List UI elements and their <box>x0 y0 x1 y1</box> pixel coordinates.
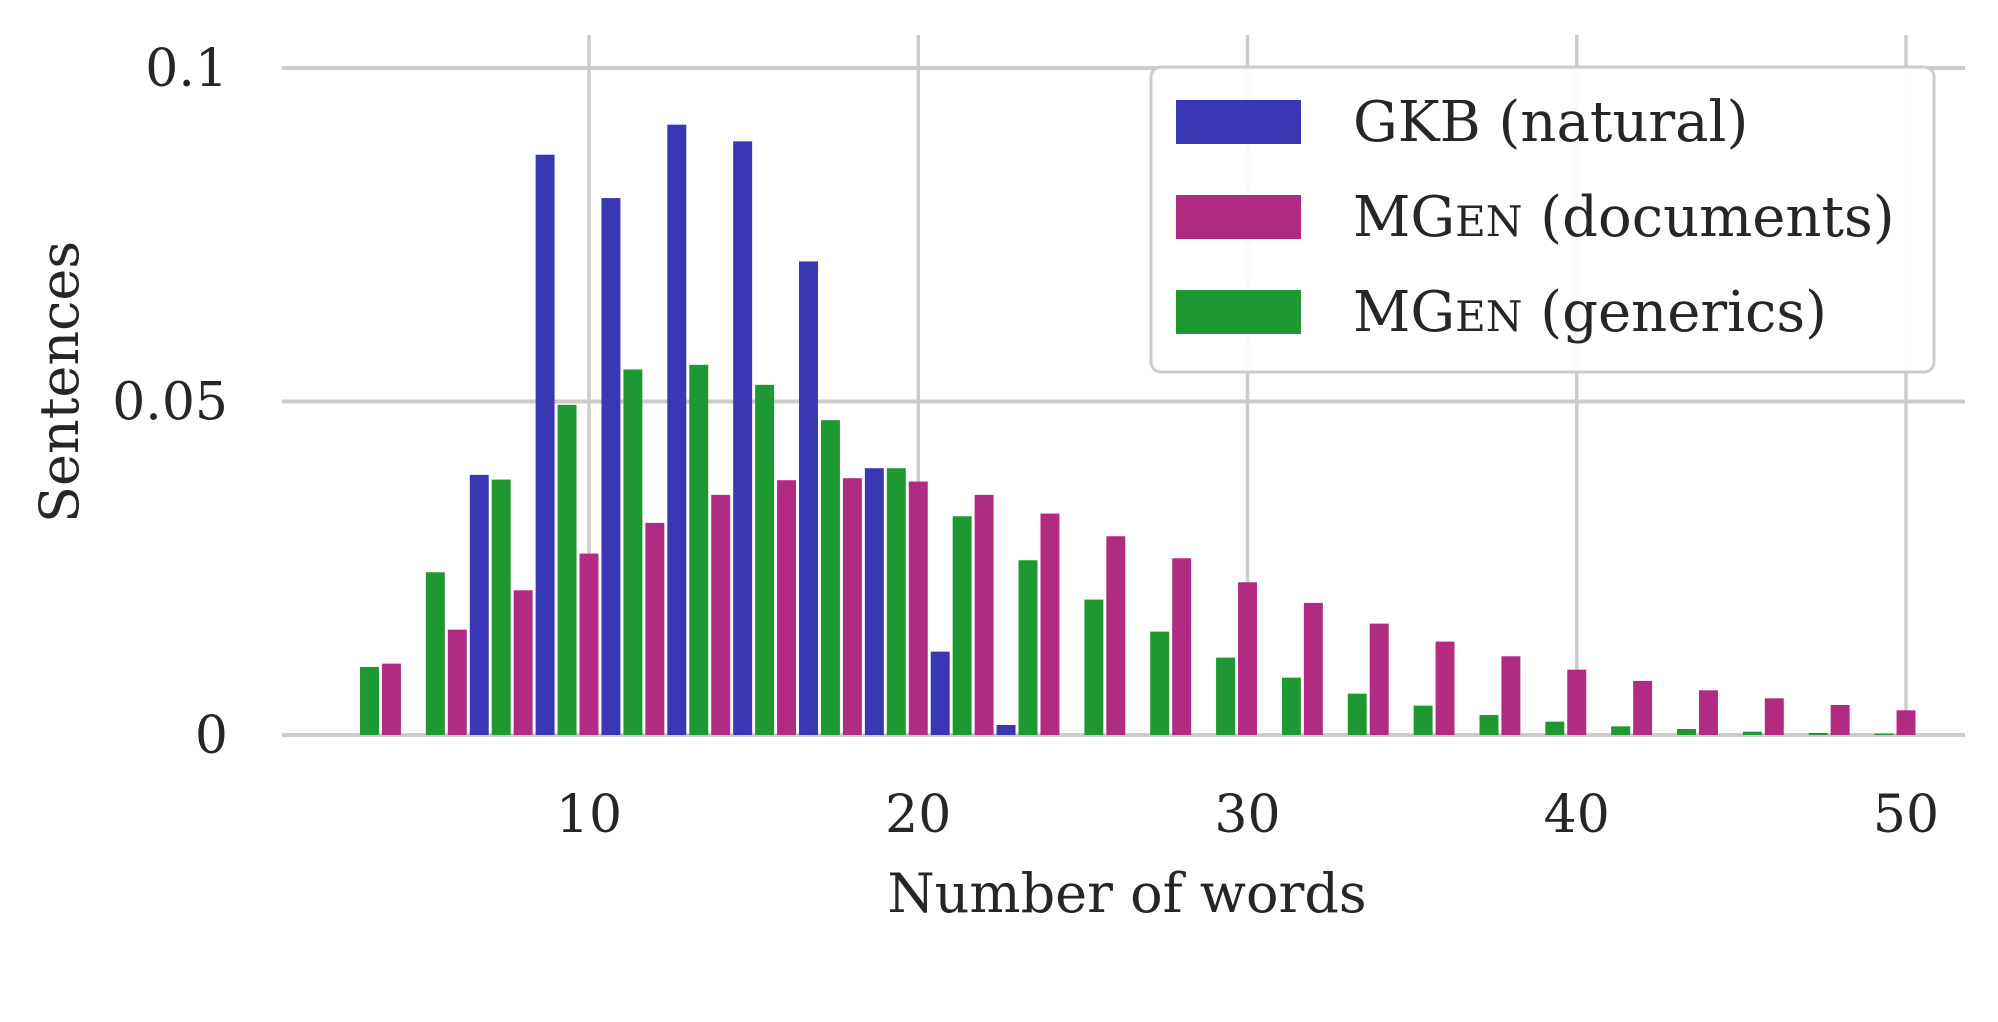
y-tick-label: 0.05 <box>112 373 228 433</box>
bar <box>777 480 797 735</box>
bar <box>1172 558 1192 735</box>
bar <box>579 553 599 735</box>
x-tick-label: 30 <box>1214 785 1280 845</box>
bar <box>360 666 379 735</box>
bar <box>733 141 753 735</box>
bar <box>1742 731 1762 735</box>
legend: GKB (natural) MGEN (documents) MGEN (gener… <box>1149 65 1936 374</box>
bar <box>1567 669 1587 735</box>
legend-frame <box>1149 65 1936 374</box>
bar <box>1633 680 1653 735</box>
y-axis-label: Sentences <box>28 241 91 523</box>
legend-label: MGEN (documents) <box>1353 185 1895 250</box>
bar <box>535 154 555 735</box>
bar <box>755 384 775 735</box>
bar <box>1106 536 1126 735</box>
bar <box>930 651 950 735</box>
bar <box>864 468 884 735</box>
bar <box>1764 698 1784 735</box>
bar <box>1303 602 1323 735</box>
bar <box>1479 714 1499 735</box>
bar <box>1150 631 1170 735</box>
bar <box>842 478 862 735</box>
x-axis-label: Number of words <box>887 862 1366 925</box>
bar <box>1830 704 1850 735</box>
x-tick-label: 40 <box>1544 785 1610 845</box>
bar <box>1545 721 1565 735</box>
bar <box>1896 710 1916 735</box>
bar <box>1347 693 1367 735</box>
bar <box>1281 677 1301 735</box>
bar <box>1369 623 1389 735</box>
bar <box>1611 726 1631 735</box>
bar <box>1501 656 1521 735</box>
legend-swatch <box>1176 290 1301 334</box>
bar <box>996 724 1016 735</box>
bar <box>974 494 994 735</box>
bar <box>952 516 972 735</box>
legend-swatch <box>1176 195 1301 239</box>
bar <box>1677 728 1696 735</box>
bar <box>1084 599 1104 735</box>
legend-swatch <box>1176 100 1301 144</box>
bar <box>491 479 511 735</box>
bar <box>667 124 687 735</box>
bar <box>886 468 906 735</box>
bar <box>689 364 709 735</box>
bar <box>711 494 731 735</box>
x-tick-label: 10 <box>556 785 622 845</box>
bar <box>1698 690 1718 735</box>
bar <box>1018 560 1038 735</box>
bar <box>1216 657 1236 735</box>
bar <box>1040 513 1060 735</box>
bar <box>1413 705 1433 735</box>
bar <box>820 420 840 735</box>
x-tick-label: 50 <box>1873 785 1939 845</box>
bar <box>1238 582 1257 735</box>
x-tick-label: 20 <box>885 785 951 845</box>
bar <box>645 522 665 735</box>
bar <box>908 481 928 735</box>
bar <box>1874 733 1894 735</box>
legend-label: GKB (natural) <box>1353 90 1748 155</box>
bar <box>1435 641 1455 735</box>
bar <box>799 261 818 735</box>
bar <box>381 663 401 735</box>
bar <box>447 629 467 735</box>
bar <box>1808 732 1828 735</box>
bars-group <box>360 124 1916 735</box>
bar <box>469 474 489 735</box>
bar <box>623 369 643 735</box>
y-tick-label: 0.1 <box>145 39 228 99</box>
bar <box>557 404 577 735</box>
bar <box>601 198 621 735</box>
tick-labels: 10 20 30 40 50 0 0.05 0.1 <box>112 39 1939 845</box>
bar <box>425 572 445 735</box>
y-tick-label: 0 <box>195 706 228 766</box>
bar <box>513 590 533 735</box>
legend-label: MGEN (generics) <box>1353 280 1827 345</box>
